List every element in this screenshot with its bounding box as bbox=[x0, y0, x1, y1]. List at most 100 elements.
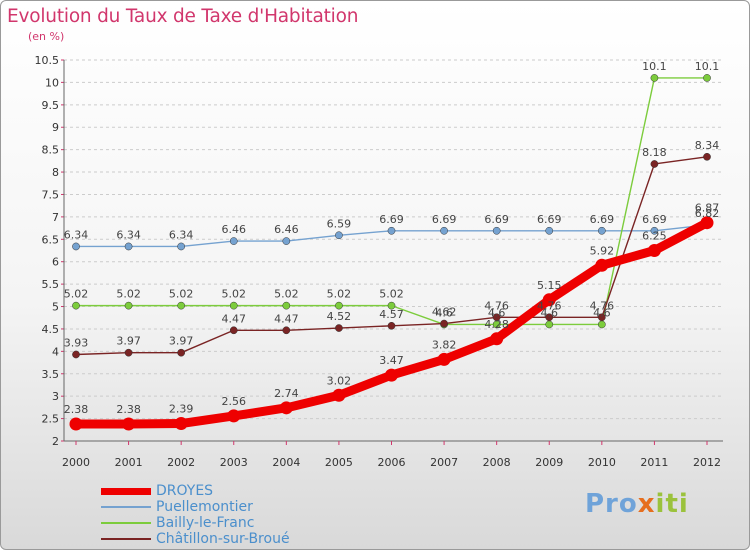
data-label: 6.82 bbox=[695, 207, 720, 220]
y-tick-label: 6 bbox=[52, 256, 59, 269]
data-point bbox=[282, 301, 291, 310]
data-point bbox=[72, 301, 80, 310]
data-labels: 2.38 2.38 2.39 2.56 2.74 3.02 3.47 3.82 4.28 5.15… bbox=[64, 60, 720, 416]
data-label: 5.02 bbox=[169, 288, 194, 301]
y-tick-label: 2.5 bbox=[42, 413, 60, 426]
legend-label: Bailly-le-Franc bbox=[156, 515, 255, 531]
data-point bbox=[597, 313, 606, 322]
data-point bbox=[545, 320, 554, 329]
data-point bbox=[595, 258, 609, 272]
data-point bbox=[490, 332, 504, 346]
data-label: 10.1 bbox=[642, 60, 667, 73]
data-point bbox=[650, 160, 659, 168]
data-point bbox=[700, 216, 714, 230]
data-label: 3.02 bbox=[327, 374, 352, 387]
data-label: 3.82 bbox=[432, 338, 457, 351]
data-point bbox=[229, 301, 238, 310]
y-tick-label: 5.5 bbox=[42, 278, 60, 291]
legend-label: Puellemontier bbox=[156, 499, 253, 515]
data-label: 6.34 bbox=[169, 228, 194, 241]
legend-swatch bbox=[101, 522, 151, 524]
proxiti-logo: Proxiti bbox=[585, 489, 689, 519]
y-tick-label: 6.5 bbox=[42, 233, 60, 246]
x-tick-label: 2011 bbox=[640, 456, 668, 469]
y-tick-label: 3.5 bbox=[42, 368, 60, 381]
legend-swatch bbox=[101, 538, 151, 540]
data-point bbox=[124, 242, 133, 251]
data-point bbox=[387, 321, 396, 330]
x-tick-label: 2003 bbox=[220, 456, 248, 469]
data-label: 4.47 bbox=[274, 312, 299, 325]
data-label: 4.47 bbox=[222, 312, 247, 325]
data-label: 2.74 bbox=[274, 387, 299, 400]
data-label: 5.92 bbox=[590, 244, 615, 257]
data-point bbox=[335, 231, 343, 240]
data-point bbox=[229, 237, 238, 245]
y-tick-label: 10 bbox=[45, 76, 59, 89]
data-label: 5.02 bbox=[64, 288, 89, 301]
data-label: 6.69 bbox=[537, 213, 562, 226]
y-tick-label: 2 bbox=[52, 435, 59, 448]
data-point bbox=[335, 324, 343, 332]
data-point bbox=[387, 226, 396, 235]
data-point bbox=[385, 368, 398, 382]
data-label: 3.97 bbox=[116, 335, 141, 348]
data-point bbox=[227, 409, 241, 423]
data-label: 4.76 bbox=[590, 299, 615, 312]
data-point bbox=[72, 242, 80, 251]
data-label: 4.6 bbox=[488, 306, 506, 319]
x-tick-label: 2001 bbox=[115, 456, 143, 469]
data-point bbox=[282, 326, 291, 335]
data-point bbox=[177, 242, 186, 251]
data-label: 5.02 bbox=[327, 288, 352, 301]
data-label: 6.69 bbox=[484, 213, 509, 226]
y-tick-label: 7.5 bbox=[42, 188, 60, 201]
data-label: 4.76 bbox=[537, 299, 562, 312]
data-point bbox=[174, 417, 188, 431]
x-tick-label: 2009 bbox=[535, 456, 563, 469]
x-tick-label: 2012 bbox=[693, 456, 721, 469]
data-label: 4.62 bbox=[432, 306, 457, 319]
data-label: 6.46 bbox=[274, 223, 299, 236]
data-label: 6.34 bbox=[116, 228, 141, 241]
data-point bbox=[703, 152, 711, 161]
data-point bbox=[650, 74, 659, 82]
data-point bbox=[72, 350, 80, 359]
data-label: 5.02 bbox=[379, 288, 404, 301]
data-label: 4.6 bbox=[435, 306, 453, 319]
data-label: 4.52 bbox=[327, 310, 352, 323]
data-label: 3.47 bbox=[379, 354, 404, 367]
legend-swatch bbox=[101, 506, 151, 508]
data-label: 6.69 bbox=[379, 213, 404, 226]
data-label: 2.38 bbox=[64, 403, 89, 416]
data-point bbox=[387, 301, 396, 310]
data-point bbox=[440, 319, 448, 328]
data-label: 4.6 bbox=[541, 306, 559, 319]
data-point bbox=[647, 244, 661, 257]
data-label: 5.02 bbox=[222, 288, 247, 301]
axes: 2 2.5 3 3.5 4 4.5 5 5.5 6 6.5 7 7.5 8 8.5 9 9.5 10 10.5 20… bbox=[35, 54, 723, 469]
data-label: 6.69 bbox=[642, 213, 667, 226]
x-tick-label: 2007 bbox=[430, 456, 458, 469]
data-label: 6.87 bbox=[695, 202, 720, 215]
data-point bbox=[124, 301, 133, 310]
data-point bbox=[335, 301, 343, 310]
x-tick-label: 2002 bbox=[167, 456, 195, 469]
x-tick-label: 2000 bbox=[62, 456, 90, 469]
data-point bbox=[69, 417, 83, 431]
data-point bbox=[279, 401, 293, 415]
y-tick-label: 10.5 bbox=[35, 54, 60, 67]
legend-swatch bbox=[101, 487, 151, 495]
data-label: 6.25 bbox=[642, 230, 667, 243]
x-tick-label: 2008 bbox=[483, 456, 511, 469]
data-point bbox=[650, 226, 659, 235]
data-point bbox=[437, 352, 451, 366]
data-point bbox=[703, 74, 711, 82]
data-point bbox=[177, 301, 186, 310]
legend-label: Châtillon-sur-Broué bbox=[156, 531, 290, 547]
data-label: 5.02 bbox=[274, 288, 299, 301]
data-point bbox=[177, 348, 186, 357]
y-tick-label: 4 bbox=[52, 345, 59, 358]
